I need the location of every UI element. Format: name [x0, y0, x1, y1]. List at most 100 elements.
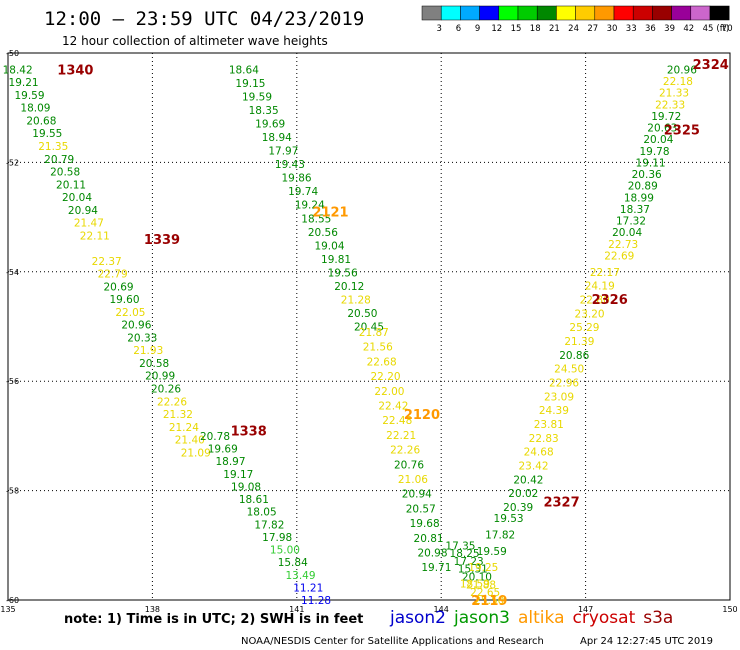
legend-tick-label: 45 [703, 24, 714, 34]
data-label: 22.37 [92, 256, 122, 268]
data-label: 11.21 [293, 582, 323, 594]
x-tick-label: 150 [722, 605, 737, 614]
data-label: 20.11 [56, 179, 86, 191]
data-label: 20.33 [127, 332, 157, 344]
data-label: 19.56 [328, 267, 358, 279]
legend-tick-label: 39 [664, 24, 675, 34]
data-label: 19.15 [235, 78, 265, 90]
data-label: 20.12 [334, 281, 364, 293]
legend-tick-label: 6 [456, 24, 461, 34]
data-label: 21.87 [359, 327, 389, 339]
data-label: 18.94 [262, 132, 292, 144]
data-label: 19.69 [255, 119, 285, 131]
legend-swatch [709, 5, 730, 21]
data-label: 19.72 [651, 111, 681, 123]
data-label: 21.35 [38, 141, 68, 153]
data-label: 19.78 [639, 146, 669, 158]
data-label: 17.98 [262, 532, 292, 544]
data-label: 24.50 [554, 364, 584, 376]
legend-tick-label: 27 [587, 24, 598, 34]
legend-tick-label: 18 [530, 24, 541, 34]
x-tick-label: 147 [578, 605, 593, 614]
data-label: 22.20 [371, 371, 401, 383]
data-label: 22.05 [115, 307, 145, 319]
data-label: 24.19 [585, 281, 615, 293]
data-label: 20.69 [104, 281, 134, 293]
pass-label: 2324 [693, 58, 729, 73]
data-label: 24.68 [524, 447, 554, 459]
data-label: 22.00 [374, 386, 404, 398]
legend-tick-label: 36 [645, 24, 656, 34]
data-label: 22.68 [367, 356, 397, 368]
y-tick-label: -50 [6, 49, 19, 58]
data-label: 20.63 [647, 123, 677, 135]
data-label: 21.28 [341, 294, 371, 306]
data-label: 19.71 [421, 562, 451, 574]
data-label: 22.17 [590, 267, 620, 279]
data-label: 21.09 [181, 447, 211, 459]
legend-tick-label: 3 [436, 24, 441, 34]
pass-label: 2325 [664, 124, 700, 139]
x-tick-label: 138 [145, 605, 160, 614]
data-label: 22.96 [549, 377, 579, 389]
legend-tick-label: 9 [475, 24, 480, 34]
pass-label: 2120 [404, 408, 440, 423]
data-label: 13.49 [285, 570, 315, 582]
data-label: 21.93 [133, 345, 163, 357]
data-label: 20.58 [50, 167, 80, 179]
data-label: 11.28 [301, 595, 331, 607]
data-label: 17.82 [254, 519, 284, 531]
y-tick-label: -56 [6, 377, 19, 386]
data-label: 18.99 [624, 192, 654, 204]
data-label: 25.29 [569, 322, 599, 334]
legend-tick-label: 15 [511, 24, 522, 34]
pass-label: 2119 [471, 594, 507, 609]
satellite-legend-item: jason2 [390, 608, 446, 628]
data-label: 21.24 [169, 422, 199, 434]
data-label: 22.48 [382, 415, 412, 427]
data-label: 23.81 [534, 419, 564, 431]
data-label: 22.73 [608, 239, 638, 251]
data-label: 22.11 [80, 230, 110, 242]
pass-label: 1340 [57, 63, 93, 78]
data-label: 20.36 [632, 169, 662, 181]
data-label: 20.94 [402, 489, 432, 501]
data-label: 18.09 [20, 103, 50, 115]
data-label: 17.35 [445, 540, 475, 552]
y-tick-label: -58 [6, 487, 19, 496]
page-subtitle: 12 hour collection of altimeter wave hei… [62, 34, 328, 48]
data-label: 19.08 [231, 481, 261, 493]
data-label: 18.61 [239, 494, 269, 506]
data-label: 18.59 [460, 579, 490, 591]
legend-tick-label: 12 [491, 24, 502, 34]
data-label: 20.50 [347, 308, 377, 320]
data-label: 17.97 [268, 146, 298, 158]
data-label: 17.32 [616, 216, 646, 228]
y-tick-label: -52 [6, 158, 19, 167]
satellite-legend-item: jason3 [454, 608, 510, 628]
data-label: 20.98 [417, 547, 447, 559]
data-label: 20.99 [145, 371, 175, 383]
pass-label: 1338 [231, 424, 267, 439]
satellite-legend-item: cryosat [572, 608, 636, 628]
footer-note: note: 1) Time is in UTC; 2) SWH is in fe… [64, 612, 364, 627]
data-label: 19.24 [295, 200, 325, 212]
data-label: 18.37 [620, 204, 650, 216]
satellite-legend-item: s3a [643, 608, 674, 628]
data-label: 25.50 [474, 595, 504, 607]
legend-tick-label: 70 [722, 24, 733, 34]
data-label: 21.88 [466, 579, 496, 591]
pass-label: 2327 [543, 496, 579, 511]
legend-tick-label: 30 [607, 24, 618, 34]
data-label: 19.81 [321, 254, 351, 266]
legend-tick-label: 33 [626, 24, 637, 34]
data-label: 20.76 [394, 459, 424, 471]
data-label: 20.58 [139, 358, 169, 370]
x-tick-label: 141 [289, 605, 304, 614]
x-tick-label: 135 [0, 605, 15, 614]
data-label: 23.09 [544, 391, 574, 403]
legend-tick-label: 24 [568, 24, 579, 34]
timestamp: Apr 24 12:27:45 UTC 2019 [580, 636, 713, 647]
data-label: 22.21 [386, 430, 416, 442]
data-label: 15.00 [270, 545, 300, 557]
